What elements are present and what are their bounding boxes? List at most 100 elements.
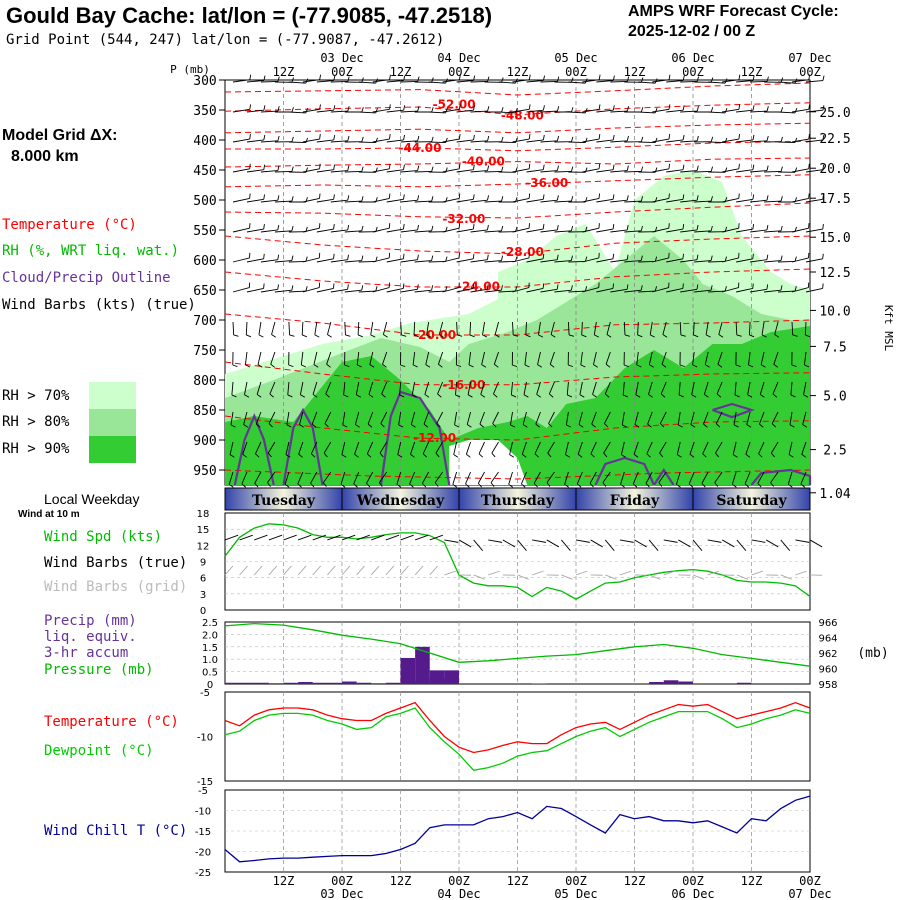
- wind-barb-flag: [422, 453, 428, 458]
- wind-barb-shaft: [245, 321, 248, 336]
- wind-barb-shaft: [330, 288, 348, 293]
- wind-barb: [680, 165, 699, 173]
- wind-barb: [596, 283, 614, 293]
- wind-barb-flag: [455, 394, 461, 398]
- wind-barb-flag: [525, 334, 531, 338]
- wind-barb: [750, 254, 769, 263]
- wind-barb: [386, 283, 405, 293]
- pressure-label: 450: [193, 164, 216, 179]
- surface-wind-barb: [531, 539, 546, 576]
- wind-speed-tick: 12: [197, 541, 210, 552]
- wind-barb-shaft: [805, 288, 823, 293]
- wind-barb: [465, 471, 471, 488]
- wind-barb: [470, 254, 489, 263]
- barb-shaft: [254, 534, 268, 541]
- temperature-contour-label: -44.00: [399, 141, 442, 155]
- wind-barb: [232, 104, 252, 113]
- wind-barb: [310, 441, 318, 458]
- wind-barb-shaft: [414, 230, 432, 233]
- wind-barb: [658, 471, 667, 487]
- wind-barb-shaft: [512, 168, 530, 173]
- wind-barb: [455, 381, 461, 398]
- wind-barb: [302, 104, 321, 113]
- wind-barb: [386, 75, 406, 83]
- surface-wind-barb: [751, 539, 766, 576]
- wind-barb-flag: [375, 286, 378, 292]
- grid-barb-shaft: [707, 570, 720, 576]
- wind-barb-flag: [333, 134, 336, 141]
- wind-barb-shaft: [778, 81, 796, 84]
- wind-barb-shaft: [327, 321, 332, 335]
- wind-barb-flag: [254, 483, 259, 488]
- wind-barb-flag: [291, 136, 294, 142]
- wind-barb-shaft: [791, 79, 809, 83]
- wind-barb-flag: [509, 454, 515, 458]
- wind-barb-flag: [354, 453, 359, 458]
- wind-barb-shaft: [470, 110, 488, 113]
- barb-shaft: [604, 539, 615, 551]
- wind-barb-flag: [445, 256, 448, 262]
- wind-barb-flag: [542, 194, 545, 200]
- wind-barb: [596, 105, 615, 113]
- wind-barb-shaft: [708, 111, 726, 114]
- legend-wind-barbs-grid: Wind Barbs (grid): [44, 579, 188, 595]
- wind-barb: [704, 351, 710, 368]
- wind-barb-shaft: [470, 80, 488, 83]
- wind-barb-flag: [752, 164, 755, 170]
- grid-barb-shaft: [517, 574, 529, 580]
- wind-barb: [396, 471, 402, 488]
- wind-barb-shaft: [774, 321, 779, 335]
- wind-barb-shaft: [301, 321, 304, 336]
- wind-barb-shaft: [705, 321, 709, 335]
- wind-barb: [801, 441, 807, 458]
- wind-barb: [624, 255, 643, 263]
- wind-barb-flag: [402, 253, 405, 259]
- wind-barb-flag: [621, 454, 626, 458]
- wind-barb: [284, 471, 290, 488]
- wind-barb-shaft: [467, 381, 472, 395]
- wind-barb-flag: [578, 424, 584, 428]
- wind-barb-shaft: [299, 411, 304, 425]
- wind-barb-flag: [493, 393, 498, 398]
- wind-barb-flag: [263, 253, 265, 259]
- wind-barb-flag: [594, 334, 599, 338]
- wind-barb-shaft: [624, 260, 642, 263]
- wind-barb: [245, 321, 252, 338]
- barb-shaft: [532, 539, 546, 543]
- wind-barb-flag: [542, 164, 545, 170]
- wind-barb-shaft: [708, 141, 726, 144]
- wind-barb-flag: [589, 483, 594, 488]
- wind-barb: [748, 351, 754, 368]
- wind-barb-shaft: [354, 411, 360, 425]
- wind-barb: [636, 351, 642, 368]
- grid-barb-shaft: [692, 574, 705, 580]
- wind-barb: [638, 108, 658, 114]
- barb-shaft: [341, 534, 356, 541]
- wind-barb-shaft: [582, 168, 600, 173]
- wind-barb: [288, 78, 309, 84]
- wind-barb-shaft: [397, 441, 402, 455]
- wind-barb-flag: [766, 106, 769, 112]
- wind-barb-shaft: [596, 288, 614, 293]
- wind-barb-flag: [556, 195, 559, 201]
- wind-barb: [693, 321, 699, 338]
- wind-barb: [399, 381, 405, 398]
- wind-barb: [470, 76, 490, 83]
- wind-barb-shaft: [382, 351, 388, 365]
- legend-temperature-line: Temperature (°C): [44, 714, 179, 730]
- wind-barb-shaft: [232, 321, 235, 336]
- wind-barb: [666, 105, 685, 113]
- wind-barb-shaft: [565, 411, 569, 425]
- wind-barb: [316, 134, 336, 143]
- wind-barb-shaft: [622, 381, 625, 395]
- wind-barb: [604, 411, 611, 428]
- wind-barb: [722, 223, 740, 233]
- wind-barb: [274, 196, 294, 203]
- wind-barb: [722, 104, 741, 113]
- wind-barb-shaft: [652, 198, 669, 203]
- wind-barb-shaft: [438, 321, 444, 335]
- wind-barb-shaft: [652, 108, 670, 113]
- wind-barb-shaft: [718, 321, 723, 335]
- wind-barb-shaft: [805, 109, 823, 113]
- barb-shaft: [751, 539, 766, 543]
